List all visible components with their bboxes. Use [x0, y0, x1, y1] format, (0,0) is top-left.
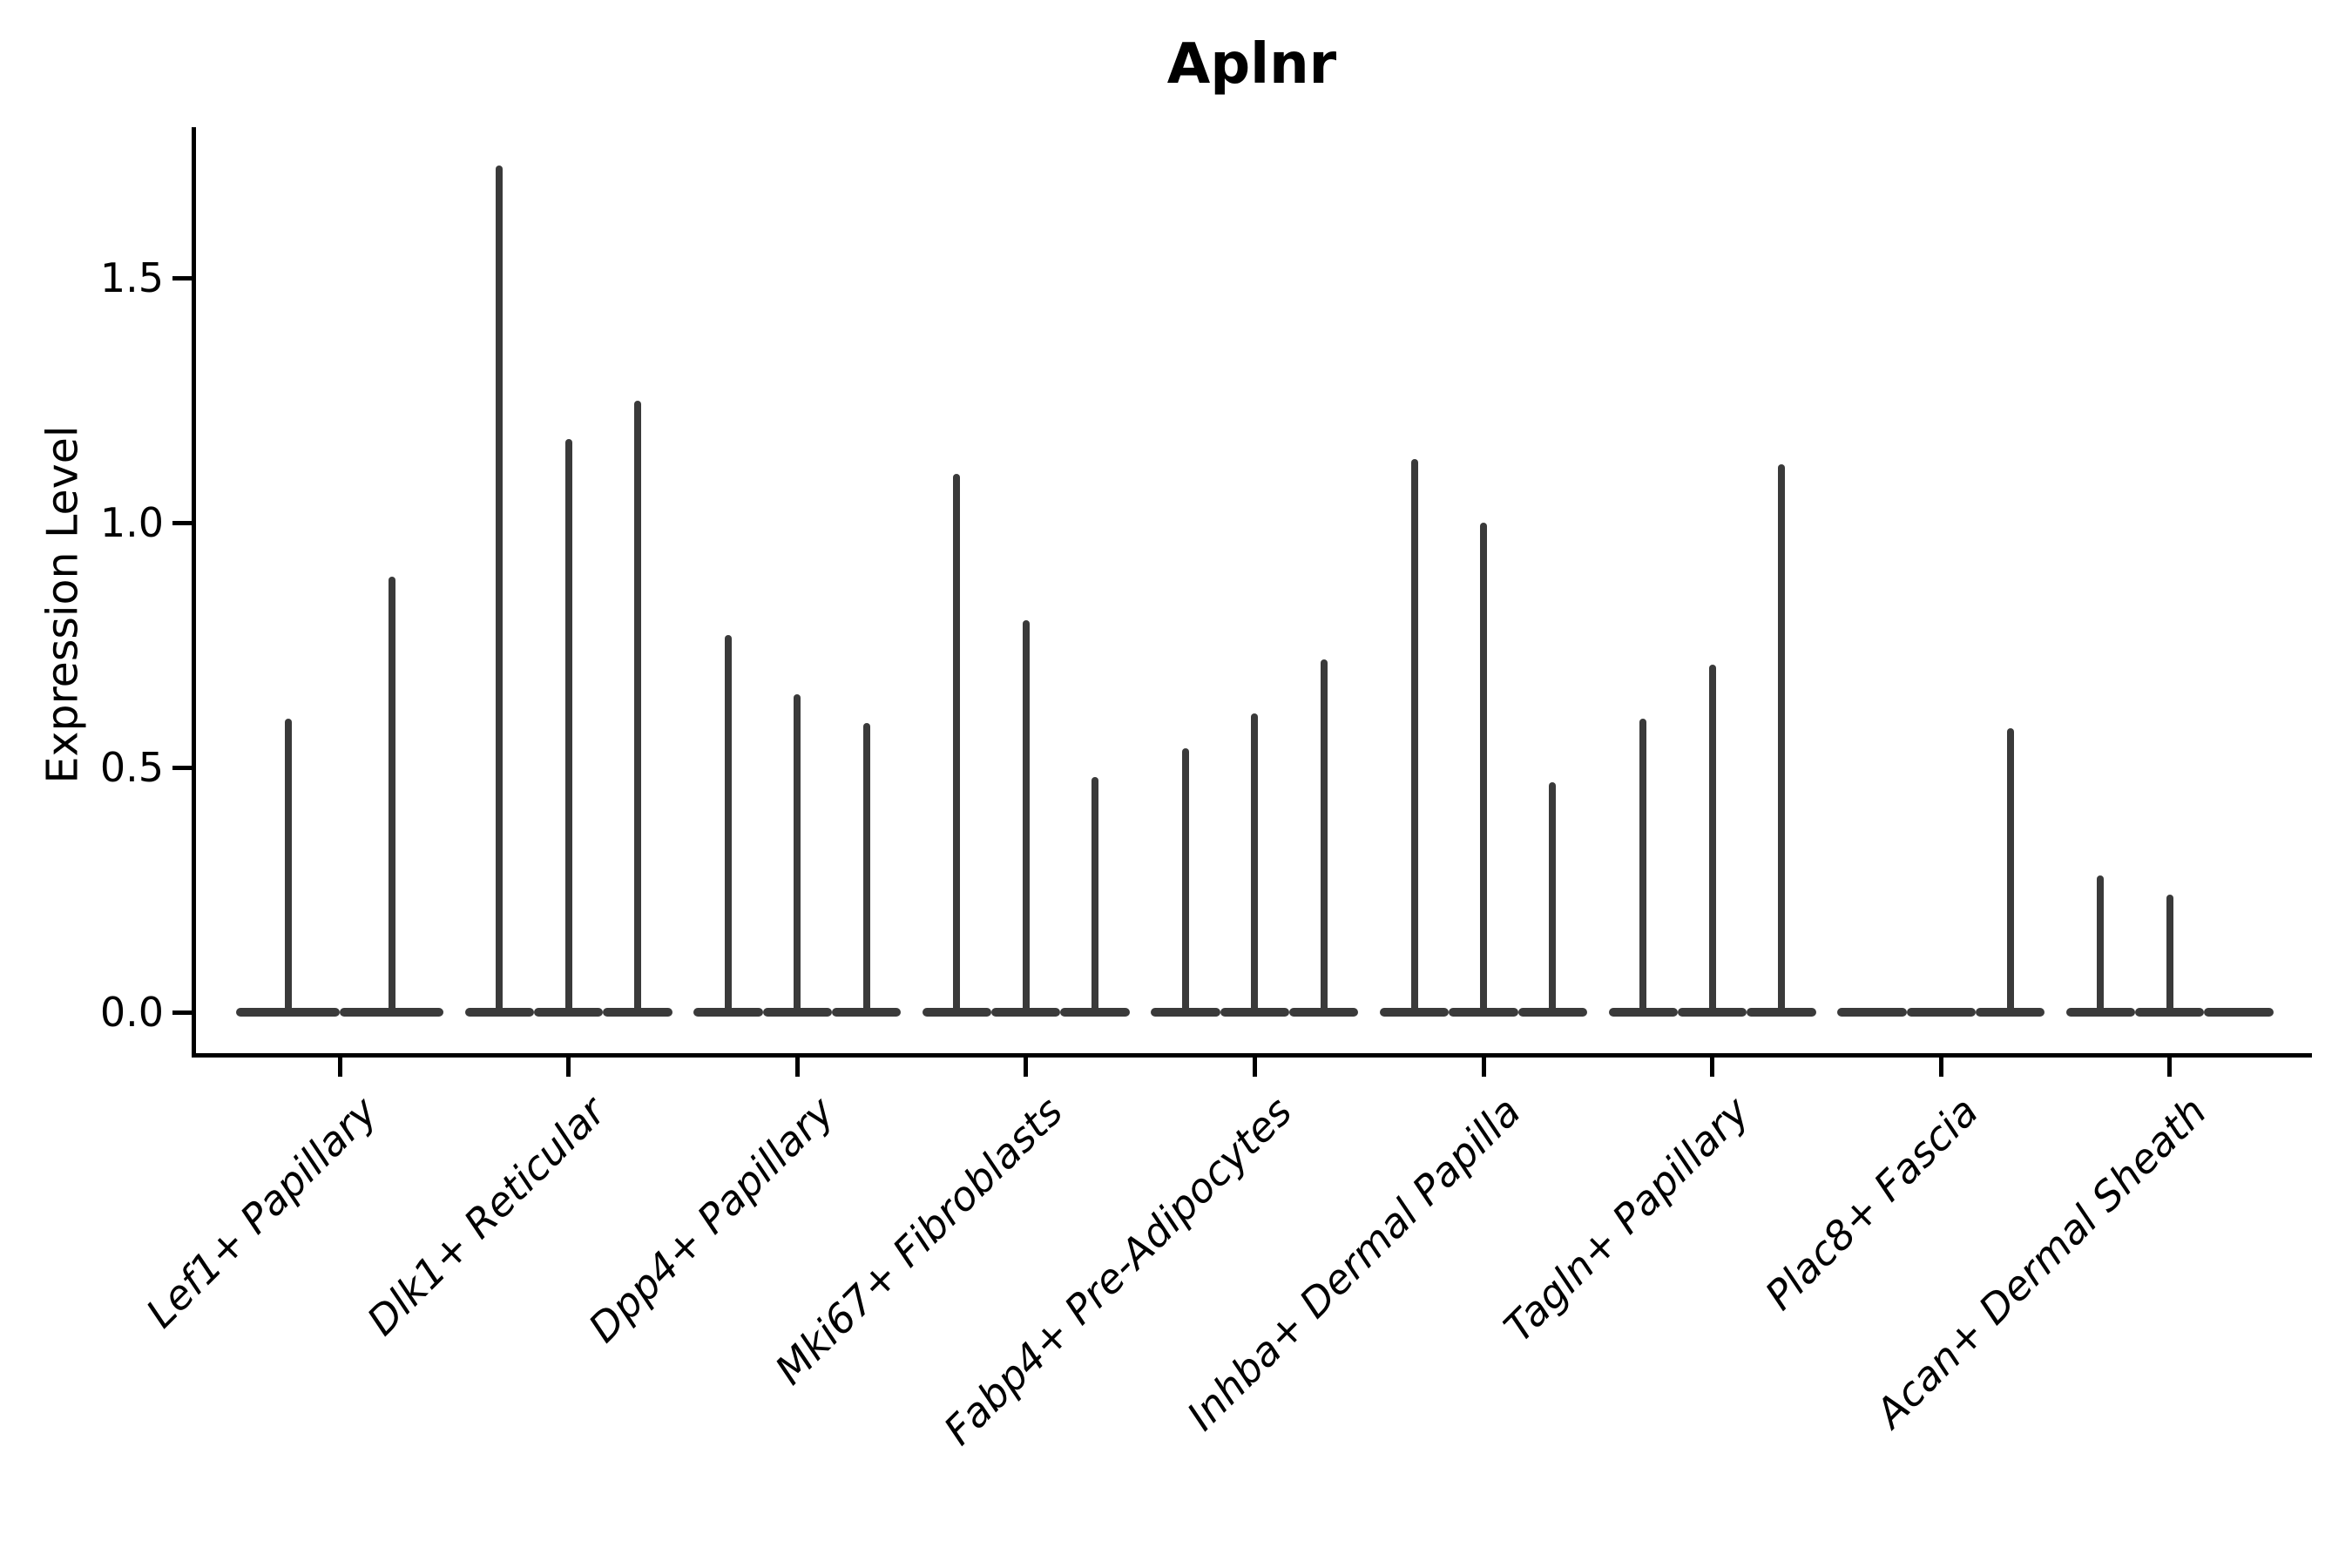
x-tick [337, 1058, 342, 1077]
violin-base [2135, 1008, 2205, 1017]
violin-spike [1022, 620, 1030, 1012]
violin-base [603, 1008, 672, 1017]
violin-spike [794, 693, 801, 1012]
violin-spike [862, 723, 870, 1012]
violin-base [1449, 1008, 1518, 1017]
x-tick [794, 1058, 800, 1077]
y-axis-spine [192, 127, 196, 1058]
violin-spike [1480, 523, 1487, 1012]
violin-base [340, 1008, 443, 1017]
violin-base [2204, 1008, 2274, 1017]
violin-spike [1708, 664, 1716, 1012]
y-tick-label: 1.0 [99, 499, 164, 546]
y-tick [172, 1010, 193, 1015]
violin-base [922, 1008, 992, 1017]
violin-spike [1251, 713, 1259, 1012]
violin-spike [2097, 875, 2105, 1012]
violin-base [464, 1008, 534, 1017]
violin-base [1906, 1008, 1976, 1017]
y-tick [172, 520, 193, 525]
violin-base [1975, 1008, 2045, 1017]
x-axis-spine [192, 1053, 2312, 1058]
violin-spike [2166, 895, 2173, 1012]
x-tick [1938, 1058, 1943, 1077]
violin-base [991, 1008, 1061, 1017]
violin-base [693, 1008, 763, 1017]
x-tick [1710, 1058, 1715, 1077]
violin-spike [1639, 718, 1647, 1012]
violin-base [236, 1008, 340, 1017]
violin-spike [953, 473, 961, 1012]
x-tick [1252, 1058, 1257, 1077]
violin-spike [1182, 747, 1190, 1012]
violin-spike [1410, 458, 1418, 1012]
violin-base [762, 1008, 832, 1017]
violin-base [1747, 1008, 1816, 1017]
violin-spike [633, 400, 641, 1012]
violin-base [1289, 1008, 1359, 1017]
x-tick-label: Tagln+ Papillary [1495, 1087, 1759, 1351]
violin-spike [1320, 659, 1328, 1012]
y-tick-label: 0.5 [99, 744, 164, 791]
violin-base [533, 1008, 604, 1017]
violin-base [1380, 1008, 1450, 1017]
x-tick [566, 1058, 571, 1077]
violin-spike [388, 576, 395, 1012]
violin-spike [724, 635, 732, 1012]
violin-spike [2006, 728, 2014, 1012]
y-tick [172, 275, 193, 280]
x-tick-label: Lef1+ Papillary [136, 1087, 386, 1337]
chart-title: Aplnr [1166, 32, 1337, 97]
y-tick-label: 0.0 [99, 989, 164, 1036]
violin-spike [496, 165, 504, 1012]
violin-base [2065, 1008, 2136, 1017]
violin-base [1151, 1008, 1220, 1017]
violin-spike [284, 718, 292, 1012]
y-axis-label: Expression Level [37, 425, 88, 784]
x-tick [2167, 1058, 2173, 1077]
x-tick [1024, 1058, 1029, 1077]
violin-base [1517, 1008, 1587, 1017]
x-tick-label: Plac8+ Fascia [1755, 1087, 1987, 1319]
violin-base [1220, 1008, 1290, 1017]
violin-base [1677, 1008, 1747, 1017]
violin-spike [1549, 781, 1557, 1012]
violin-base [1608, 1008, 1678, 1017]
violin-spike [1777, 463, 1785, 1012]
violin-spike [564, 439, 572, 1012]
y-tick-label: 1.5 [99, 254, 164, 301]
violin-base [831, 1008, 902, 1017]
x-tick-label: Dlk1+ Reticular [357, 1087, 615, 1345]
violin-base [1837, 1008, 1907, 1017]
x-tick [1481, 1058, 1486, 1077]
violin-base [1060, 1008, 1130, 1017]
x-tick-label: Dpp4+ Papillary [579, 1087, 843, 1352]
violin-spike [1092, 777, 1099, 1012]
y-tick [172, 765, 193, 770]
